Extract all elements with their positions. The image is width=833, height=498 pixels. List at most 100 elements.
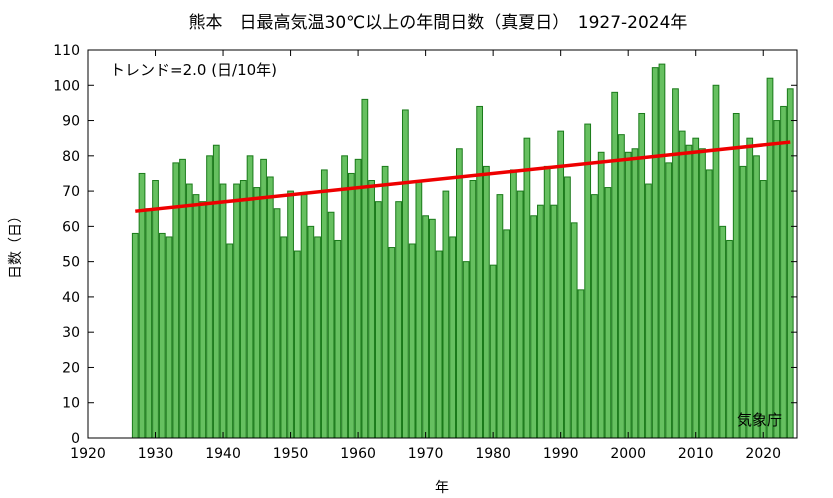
bar-1935 [185, 183, 193, 439]
x-tick-label: 1930 [138, 446, 174, 462]
bar-2006 [665, 162, 673, 439]
bar-1953 [307, 225, 315, 439]
bar-2002 [638, 112, 646, 439]
bar-1993 [577, 289, 585, 439]
x-tick-label: 1950 [273, 446, 309, 462]
bar-1985 [523, 137, 531, 439]
bar-1984 [516, 190, 524, 439]
bar-1982 [503, 229, 511, 439]
bar-1972 [435, 250, 443, 439]
bar-2017 [739, 165, 747, 439]
bar-1927 [131, 232, 139, 439]
bar-1978 [476, 105, 484, 439]
bar-2005 [658, 63, 666, 439]
bar-1955 [320, 169, 328, 439]
bar-1997 [604, 187, 612, 439]
bar-1960 [354, 158, 362, 439]
bar-2022 [773, 120, 781, 439]
bar-1961 [361, 98, 369, 439]
bar-2009 [685, 144, 693, 439]
bar-1970 [422, 215, 429, 439]
x-tick-label: 2000 [610, 446, 646, 462]
bar-2007 [672, 88, 679, 439]
y-tick-label: 110 [53, 43, 80, 59]
bar-1963 [374, 201, 382, 439]
bar-1929 [145, 208, 153, 439]
x-tick-label: 2020 [745, 446, 781, 462]
bar-1964 [381, 165, 389, 439]
bar-1994 [584, 123, 592, 439]
bar-1962 [368, 180, 375, 439]
bar-1995 [591, 194, 598, 439]
bar-1957 [334, 239, 342, 439]
bar-1981 [496, 194, 504, 439]
bar-2010 [692, 137, 700, 439]
bar-2020 [759, 180, 767, 439]
bar-1989 [550, 204, 558, 439]
bar-1999 [618, 134, 625, 439]
bar-2016 [732, 112, 740, 439]
bar-1971 [429, 218, 436, 439]
bar-1996 [597, 151, 605, 439]
y-tick-label: 80 [62, 149, 80, 165]
x-axis: 1920 1930 1940 1950 1960 1970 1980 1990 2000 2010… [70, 50, 781, 462]
bar-1991 [564, 176, 571, 439]
bar-1986 [530, 215, 538, 439]
bar-1958 [341, 155, 348, 439]
bar-1932 [165, 236, 173, 439]
bar-2013 [712, 84, 720, 439]
bar-1934 [179, 158, 186, 439]
bar-1942 [233, 183, 240, 439]
bar-2000 [624, 151, 632, 439]
bar-2001 [631, 148, 639, 439]
y-tick-label: 0 [71, 431, 80, 447]
y-tick-label: 30 [62, 325, 80, 341]
y-tick-label: 20 [62, 360, 80, 376]
bar-2021 [766, 77, 774, 439]
bar-1998 [611, 91, 619, 439]
bar-1940 [219, 183, 227, 439]
bar-2003 [645, 183, 652, 439]
bar-2019 [753, 155, 760, 439]
bar-1980 [489, 264, 497, 439]
bar-1959 [347, 172, 355, 439]
bar-2012 [705, 169, 713, 439]
y-tick-label: 70 [62, 184, 80, 200]
y-tick-label: 50 [62, 255, 80, 271]
source-label: 気象庁 [737, 411, 782, 429]
bar-2004 [651, 67, 659, 439]
bar-1979 [483, 165, 490, 439]
bar-1973 [442, 190, 450, 439]
y-tick-label: 60 [62, 219, 80, 235]
bar-1965 [388, 247, 396, 439]
x-axis-title: 年 [435, 480, 449, 496]
bar-1941 [226, 243, 234, 439]
bar-1977 [469, 180, 477, 439]
bar-1968 [408, 243, 416, 439]
bar-1949 [280, 236, 288, 439]
bar-2018 [746, 137, 754, 439]
chart-title: 熊本 日最高気温30℃以上の年間日数（真夏日） 1927-2024年 [189, 13, 688, 33]
bar-1930 [152, 180, 159, 439]
y-tick-label: 100 [53, 78, 80, 94]
x-tick-label: 1920 [70, 446, 106, 462]
bar-1945 [253, 187, 261, 439]
bar-1939 [212, 144, 220, 439]
y-axis: 0 10 20 30 40 50 60 70 80 90 100 110 [53, 43, 797, 447]
bar-1951 [293, 250, 301, 439]
bar-1936 [192, 194, 200, 439]
bar-1938 [206, 155, 213, 439]
bar-1969 [415, 180, 423, 439]
bar-1947 [266, 176, 274, 439]
plot-frame [87, 49, 798, 439]
x-tick-label: 1980 [475, 446, 511, 462]
bar-2014 [719, 225, 727, 439]
bar-1952 [300, 194, 308, 439]
x-tick-label: 1940 [205, 446, 241, 462]
bar-1988 [543, 165, 551, 439]
bar-2023 [780, 105, 787, 439]
bar-2011 [699, 148, 706, 439]
bar-1948 [273, 208, 281, 439]
bar-1954 [314, 236, 321, 439]
